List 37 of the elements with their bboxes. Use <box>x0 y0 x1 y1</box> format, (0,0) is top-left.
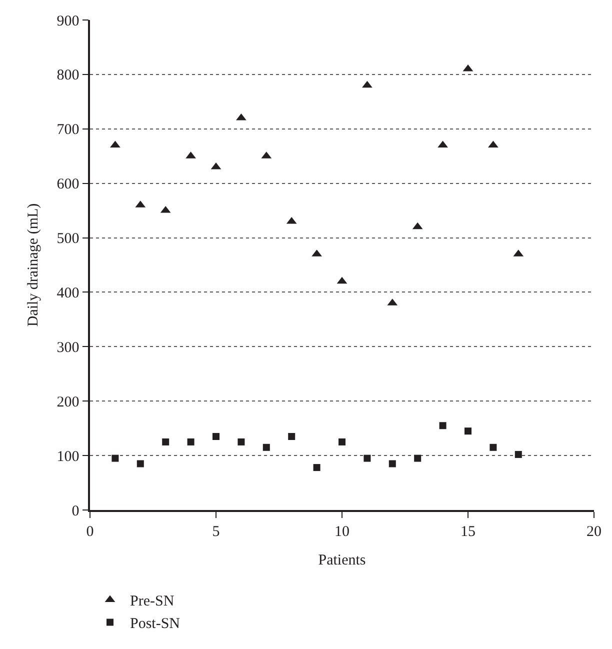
point <box>338 438 346 446</box>
y-tick-label: 700 <box>56 122 80 138</box>
x-axis-title: Patients <box>318 552 366 568</box>
point <box>212 433 220 440</box>
legend-label: Pre-SN <box>130 594 174 610</box>
x-tick-label: 20 <box>586 524 602 540</box>
point <box>187 438 194 446</box>
point <box>464 428 472 435</box>
point <box>388 460 396 468</box>
point <box>514 450 522 458</box>
point <box>162 438 170 446</box>
legend-label: Post-SN <box>130 616 180 632</box>
y-tick-label: 200 <box>56 394 80 410</box>
point <box>414 454 422 462</box>
y-tick-label: 0 <box>72 503 80 520</box>
point <box>112 454 119 462</box>
point <box>439 422 446 430</box>
point <box>238 438 245 446</box>
point <box>288 433 296 440</box>
point <box>136 460 144 468</box>
point <box>490 444 497 451</box>
y-axis-title: Daily drainage (mL) <box>26 203 42 327</box>
x-tick-label: 0 <box>86 524 94 540</box>
y-tick-label: 800 <box>56 68 80 84</box>
y-tick-label: 500 <box>56 231 80 248</box>
y-tick-label: 300 <box>56 340 80 356</box>
y-tick-label: 600 <box>56 176 80 193</box>
x-tick-label: 5 <box>212 524 220 540</box>
y-tick-label: 900 <box>56 13 80 30</box>
point <box>313 464 320 472</box>
x-tick-label: 10 <box>334 524 350 540</box>
y-tick-label: 400 <box>56 285 80 302</box>
x-tick-label: 15 <box>460 524 476 540</box>
point <box>262 444 270 451</box>
point <box>362 80 372 88</box>
point <box>364 454 371 462</box>
y-tick-label: 100 <box>56 448 80 465</box>
